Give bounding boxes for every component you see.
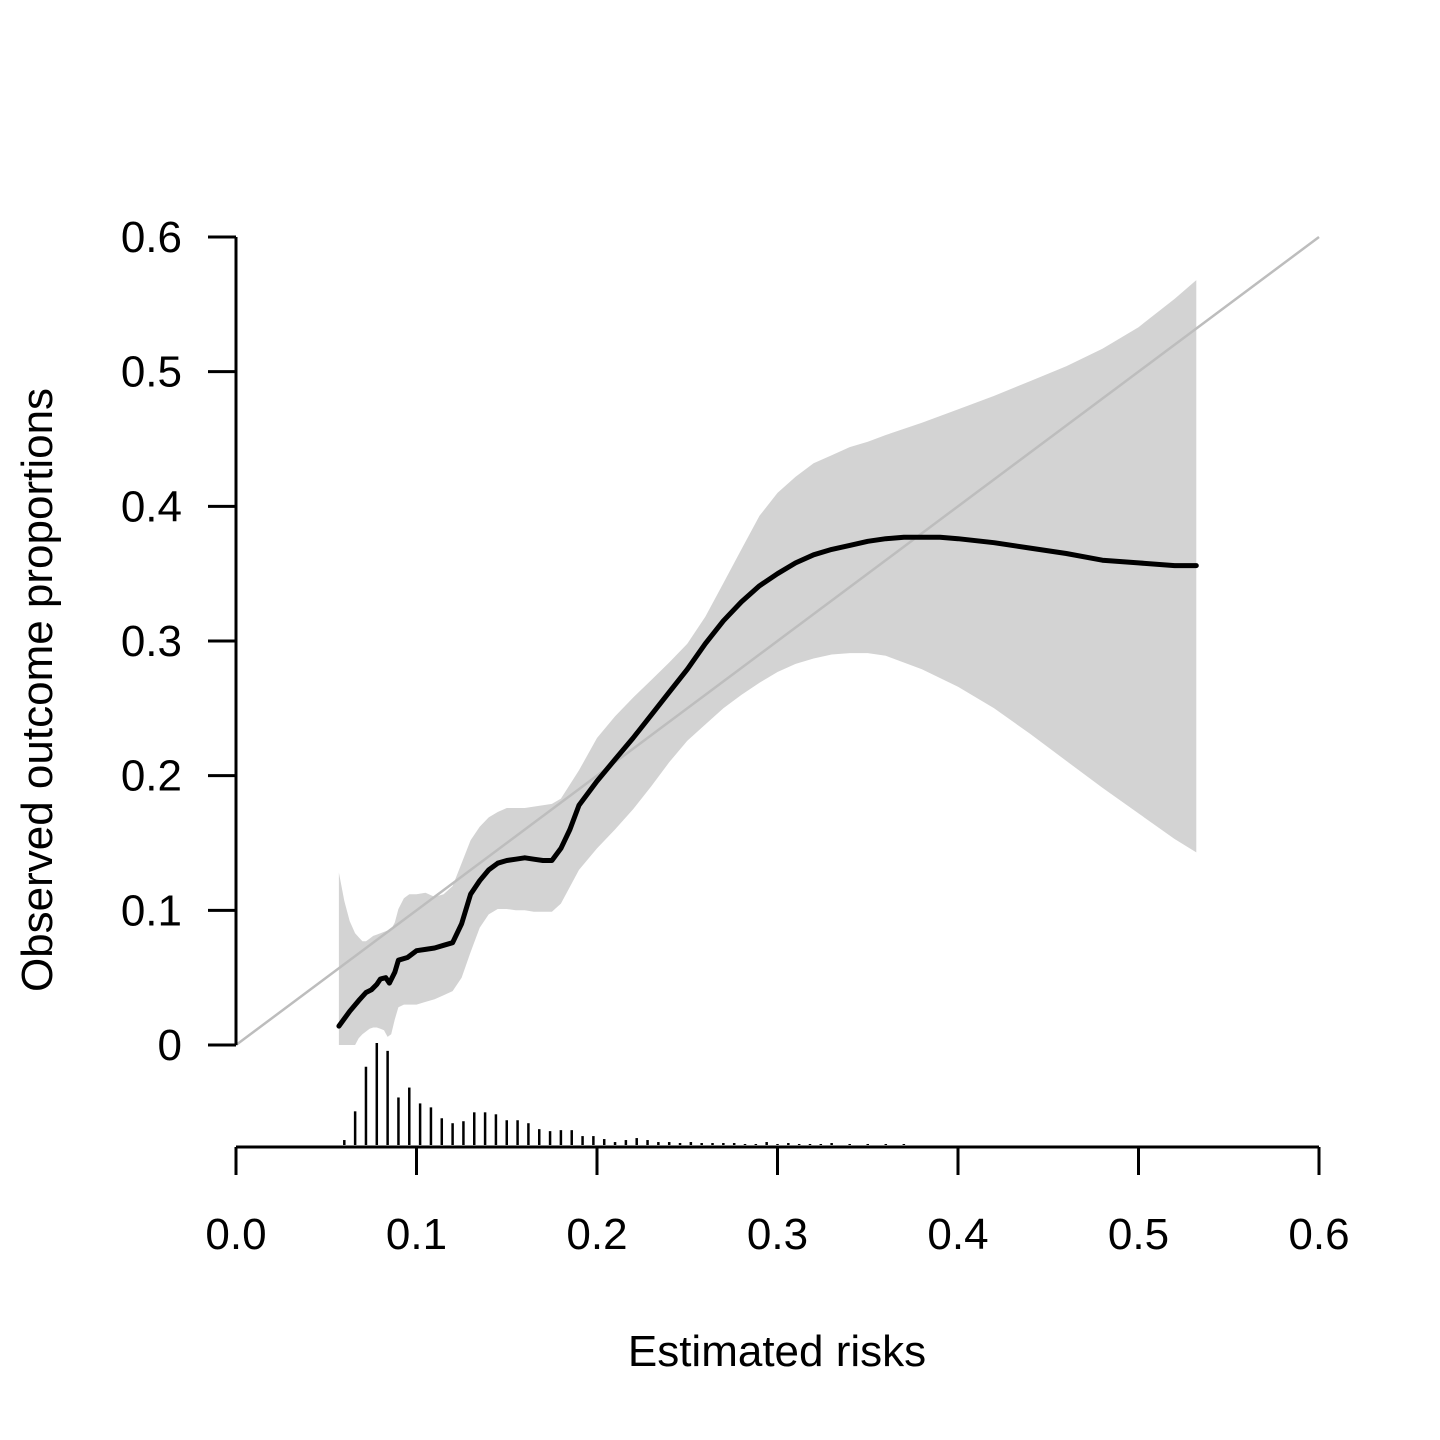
- calibration-curve: [336, 534, 1199, 1029]
- y-axis: 0 0.1 0.2 0.3 0.4 0.5 0.6: [121, 213, 238, 1070]
- confidence-band-layer: [338, 280, 1197, 1046]
- x-tick-label: 0.2: [566, 1210, 627, 1259]
- y-tick-label: 0.2: [121, 752, 182, 801]
- reference-line-layer: [235, 235, 1320, 1047]
- y-axis-title: Observed outcome proportions: [13, 388, 62, 992]
- x-tick-label: 0.6: [1288, 1210, 1349, 1259]
- risk-distribution-layer: [343, 1043, 906, 1145]
- x-tick-label: 0.3: [747, 1210, 808, 1259]
- y-tick-label: 0.4: [121, 482, 182, 531]
- y-tick-label: 0.5: [121, 348, 182, 397]
- y-tick-label: 0.3: [121, 617, 182, 666]
- x-tick-label: 0.5: [1108, 1210, 1169, 1259]
- confidence-band: [338, 280, 1197, 1046]
- y-tick-label: 0: [158, 1021, 182, 1070]
- x-tick-label: 0.0: [205, 1210, 266, 1259]
- reference-line: [235, 235, 1320, 1047]
- calibration-curve-layer: [336, 534, 1199, 1029]
- x-tick-label: 0.1: [386, 1210, 447, 1259]
- x-axis: 0.0 0.1 0.2 0.3 0.4 0.5 0.6: [205, 1145, 1350, 1259]
- y-tick-label: 0.1: [121, 886, 182, 935]
- x-tick-label: 0.4: [927, 1210, 988, 1259]
- y-tick-label: 0.6: [121, 213, 182, 262]
- x-axis-title: Estimated risks: [628, 1327, 926, 1376]
